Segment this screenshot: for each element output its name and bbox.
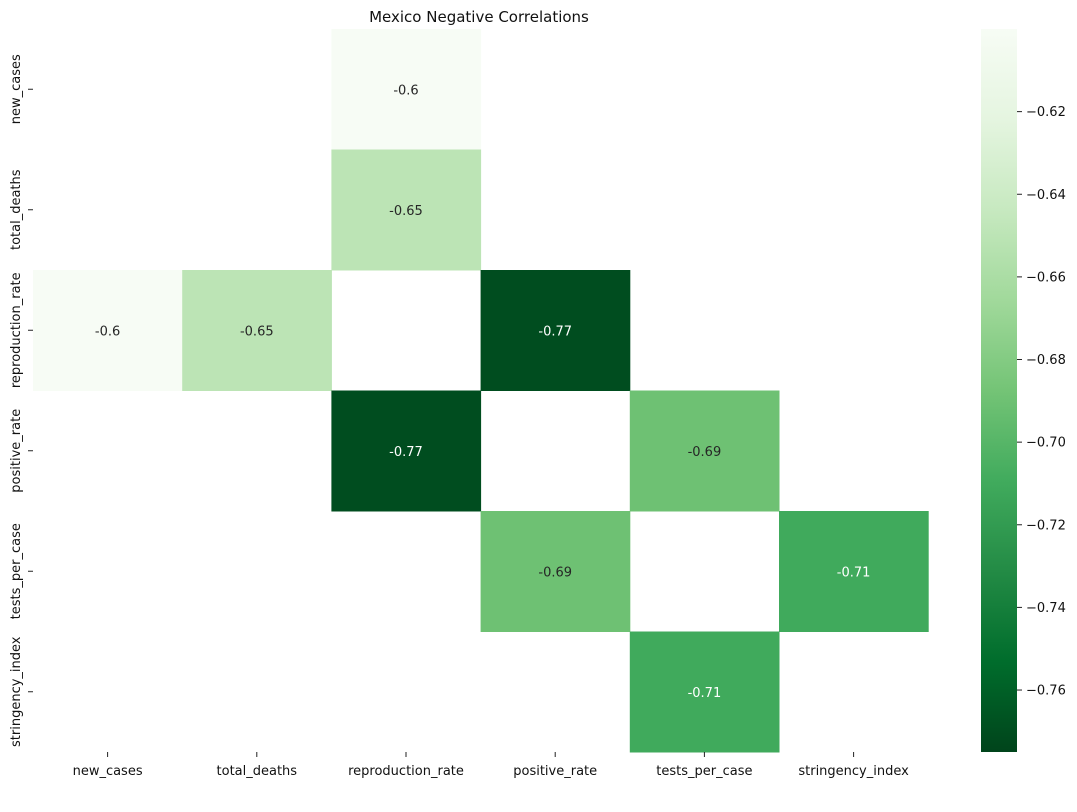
cell-value-label: -0.69 <box>538 565 572 580</box>
y-axis: new_cases total_deaths reproduction_ratepo… <box>9 54 33 747</box>
colorbar-tick-label: −0.74 <box>1026 601 1066 616</box>
heatmap-cell <box>480 511 631 632</box>
y-tick-label: reproduction_rate <box>9 272 24 388</box>
colorbar-tick-label: −0.70 <box>1026 436 1066 451</box>
cell-value-label: -0.6 <box>393 83 418 98</box>
x-axis: new_cases total_deaths reproduction_rate po… <box>73 752 909 779</box>
heatmap-cell <box>33 270 183 391</box>
colorbar-tick-label: −0.66 <box>1026 270 1066 285</box>
heatmap-cell <box>331 149 482 271</box>
y-tick-label: tests_per_case <box>9 523 24 619</box>
x-tick-label: reproduction_rate <box>348 764 464 779</box>
colorbar-tick-label: −0.62 <box>1026 105 1066 120</box>
y-tick-label: new_cases <box>9 54 24 124</box>
colorbar-tick-label: −0.68 <box>1026 353 1066 368</box>
heatmap-cell <box>629 631 780 753</box>
colorbar-tick-label: −0.72 <box>1026 518 1066 533</box>
cell-value-label: -0.77 <box>538 324 572 339</box>
x-tick-label: total_deaths <box>217 764 298 779</box>
colorbar-tick-label: −0.64 <box>1026 188 1066 203</box>
colorbar: −0.62 −0.64 −0.66 −0.68 −0.70 −0.72 −0.74 −0.76 <box>981 29 1066 752</box>
heatmap-cell <box>779 511 929 632</box>
y-tick-label: positive_rate <box>9 409 24 493</box>
cell-value-label: -0.69 <box>688 445 722 460</box>
cell-value-label: -0.65 <box>389 204 423 219</box>
heatmap-cell <box>331 29 482 150</box>
heatmap-cell <box>480 270 631 391</box>
cell-value-label: -0.6 <box>95 324 120 339</box>
y-tick-label: stringency_index <box>9 636 24 747</box>
x-tick-label: positive_rate <box>513 764 597 779</box>
x-tick-label: tests_per_case <box>656 764 752 779</box>
x-tick-label: stringency_index <box>798 764 909 779</box>
cell-value-label: -0.77 <box>389 445 423 460</box>
x-tick-label: new_cases <box>73 764 143 779</box>
colorbar-tick-label: −0.76 <box>1026 684 1066 699</box>
chart-title: Mexico Negative Correlations <box>369 8 589 26</box>
cell-value-label: -0.65 <box>240 324 274 339</box>
y-tick-label: total_deaths <box>9 169 24 250</box>
heatmap-cell <box>629 390 780 512</box>
cell-value-label: -0.71 <box>837 565 871 580</box>
heatmap-cell <box>331 390 482 512</box>
heatmap-cells: -0.6 -0.65 -0.6 -0.65 -0.77 -0.77 -0.69 -0.69 -0… <box>33 29 929 753</box>
colorbar-gradient <box>981 29 1017 752</box>
cell-value-label: -0.71 <box>688 686 722 701</box>
heatmap-cell <box>182 270 332 391</box>
